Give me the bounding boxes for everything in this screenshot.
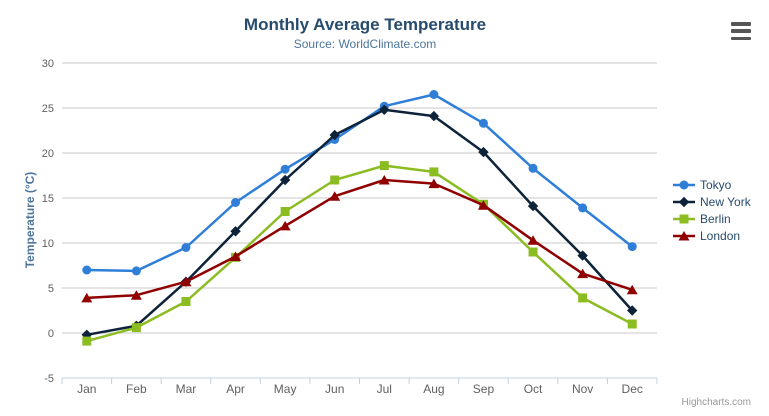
- triangle-marker-icon: [180, 276, 192, 287]
- export-menu-button[interactable]: [731, 22, 751, 40]
- legend-circle-icon: [673, 180, 695, 189]
- square-marker-icon: [181, 297, 191, 306]
- x-axis-label: Oct: [524, 382, 543, 396]
- circle-marker-icon: [280, 164, 290, 174]
- triangle-marker-icon: [230, 251, 242, 261]
- circle-marker-icon: [578, 203, 588, 213]
- x-axis-label: Sep: [473, 382, 495, 396]
- legend-item-tokyo[interactable]: Tokyo: [673, 176, 751, 193]
- square-marker-icon: [379, 161, 389, 171]
- legend-label: New York: [700, 194, 751, 209]
- square-marker-icon: [578, 293, 588, 303]
- x-axis-label: Feb: [126, 382, 147, 396]
- diamond-marker-icon: [577, 250, 588, 261]
- x-axis-label: Jun: [325, 382, 344, 396]
- chart-subtitle: Source: WorldClimate.com: [293, 37, 437, 51]
- square-marker-icon: [528, 247, 538, 257]
- square-marker-icon: [330, 175, 340, 185]
- triangle-marker-icon: [378, 175, 390, 185]
- triangle-marker-icon: [678, 230, 690, 240]
- legend-label: Berlin: [700, 211, 731, 226]
- triangle-marker-icon: [577, 268, 589, 279]
- circle-marker-icon: [528, 163, 538, 173]
- diamond-marker-icon: [329, 129, 340, 141]
- series-london[interactable]: [81, 175, 638, 303]
- triangle-marker-icon: [428, 178, 440, 189]
- y-tick-label: 25: [42, 103, 54, 115]
- y-tick-label: 20: [42, 148, 54, 160]
- x-axis-label: Aug: [423, 382, 444, 396]
- x-axis-label: Nov: [572, 382, 593, 396]
- legend-label: London: [700, 228, 741, 243]
- diamond-marker-icon: [527, 200, 539, 212]
- series-new-york[interactable]: [81, 104, 638, 340]
- x-axis-label: May: [274, 382, 297, 396]
- highcharts-credit[interactable]: Highcharts.com: [681, 397, 751, 408]
- series-line: [85, 108, 634, 337]
- triangle-marker-icon: [279, 220, 291, 231]
- triangle-marker-icon: [477, 200, 489, 210]
- series-line: [85, 164, 634, 343]
- x-axis-label: Jan: [77, 382, 96, 396]
- legend-triangle-icon: [673, 230, 695, 240]
- circle-marker-icon: [429, 90, 439, 99]
- triangle-marker-icon: [130, 290, 142, 300]
- hamburger-icon: [731, 29, 751, 33]
- triangle-marker-icon: [329, 191, 341, 201]
- y-tick-label: 5: [48, 283, 54, 295]
- legend-item-new-york[interactable]: New York: [673, 193, 751, 210]
- y-tick-label: -5: [44, 373, 54, 385]
- series-tokyo[interactable]: [82, 90, 637, 276]
- series-line: [85, 178, 634, 300]
- legend-square-icon: [673, 214, 695, 223]
- y-tick-label: 30: [42, 58, 54, 70]
- diamond-marker-icon: [627, 305, 638, 316]
- diamond-marker-icon: [428, 110, 440, 122]
- y-tick-label: 10: [42, 238, 54, 250]
- square-marker-icon: [131, 323, 141, 333]
- circle-marker-icon: [627, 242, 637, 252]
- chart-title: Monthly Average Temperature: [243, 15, 487, 34]
- triangle-marker-icon: [527, 235, 539, 245]
- x-axis-label: Dec: [622, 382, 643, 396]
- legend-label: Tokyo: [700, 177, 732, 192]
- legend-diamond-icon: [673, 196, 695, 207]
- x-axis-label: Jul: [377, 382, 392, 396]
- circle-marker-icon: [181, 243, 191, 252]
- square-marker-icon: [679, 214, 689, 223]
- square-marker-icon: [429, 167, 439, 177]
- x-axis-label: Apr: [226, 382, 245, 396]
- x-axis-label: Mar: [176, 382, 197, 396]
- circle-marker-icon: [231, 198, 241, 207]
- legend: Tokyo New York Berlin London: [673, 176, 751, 244]
- hamburger-icon: [731, 36, 751, 40]
- legend-item-london[interactable]: London: [673, 227, 751, 244]
- circle-marker-icon: [131, 266, 141, 276]
- square-marker-icon: [280, 207, 290, 216]
- hamburger-icon: [731, 22, 751, 26]
- circle-marker-icon: [82, 265, 92, 275]
- triangle-marker-icon: [81, 292, 93, 303]
- y-tick-label: 0: [48, 328, 54, 340]
- square-marker-icon: [627, 319, 637, 329]
- diamond-marker-icon: [478, 146, 489, 158]
- circle-marker-icon: [679, 180, 689, 189]
- diamond-marker-icon: [279, 174, 291, 186]
- legend-item-berlin[interactable]: Berlin: [673, 210, 751, 227]
- diamond-marker-icon: [678, 196, 690, 207]
- series-line: [85, 93, 634, 273]
- circle-marker-icon: [478, 118, 488, 128]
- square-marker-icon: [82, 336, 92, 346]
- diamond-marker-icon: [230, 226, 241, 237]
- triangle-marker-icon: [626, 284, 638, 295]
- y-tick-label: 15: [42, 193, 54, 205]
- diamond-marker-icon: [379, 104, 390, 115]
